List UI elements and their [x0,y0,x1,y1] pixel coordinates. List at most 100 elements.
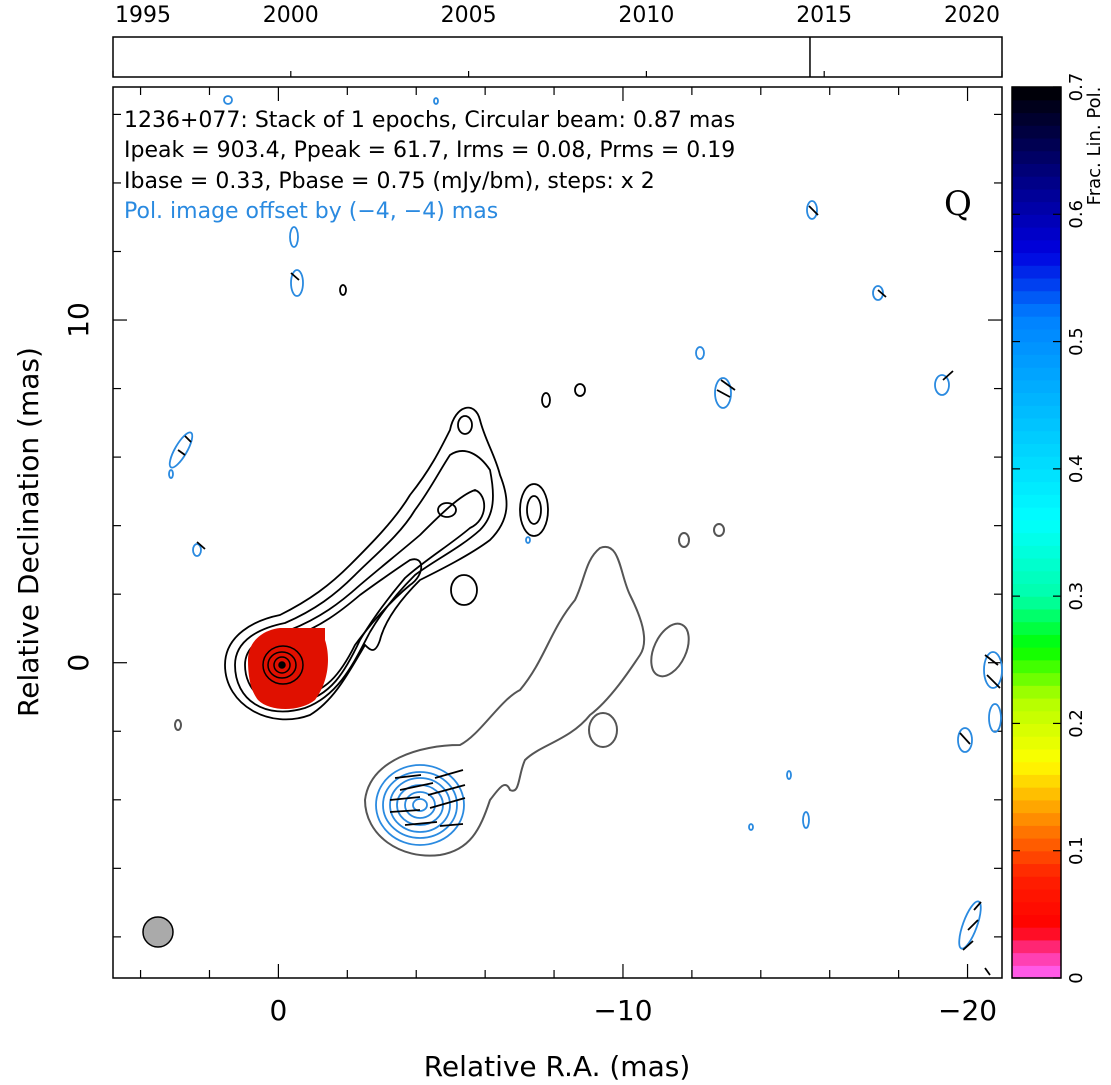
colorbar-step [1012,519,1061,534]
jet-blob-5 [339,284,347,296]
pol-blob-3 [290,269,304,297]
pol-blob-13 [957,727,973,753]
colorbar-step [1012,799,1061,814]
y-tick-label: 0 [62,654,95,672]
beam-ellipse [142,916,174,948]
colorbar-step [1012,303,1061,317]
colorbar-step [1012,112,1061,126]
colorbar-step [1012,939,1061,954]
pol-blob-10 [934,374,950,396]
colorbar-step [1012,328,1061,343]
colorbar-step [1012,277,1061,292]
timeline-box [112,36,1003,78]
info-line-2: Ipeak = 903.4, Ppeak = 61.7, Irms = 0.08… [124,138,735,163]
jet-blob-3 [541,392,551,408]
colorbar-step [1012,672,1061,686]
axis-ticks [113,87,1002,978]
pol-blob-16 [786,770,792,780]
colorbar-step [1012,379,1061,394]
colorbar-step [1012,748,1061,763]
timeline: 1995 2000 2005 2010 2015 2020 [112,3,1003,78]
colorbar-tick-label: 0.1 [1066,836,1087,865]
colorbar-step [1012,850,1061,865]
y-axis-label: Relative Declination (mas) [12,347,45,717]
pol-blob-17 [748,823,754,831]
colorbar-step [1012,188,1061,203]
jet-blob-1 [519,483,549,537]
pol-blob-12 [988,703,1002,733]
pol-contour-4 [396,784,444,826]
colorbar-step [1012,659,1061,674]
colorbar-step [1012,99,1061,114]
colorbar-step [1012,596,1061,610]
colorbar-step [1012,468,1061,483]
jet-contour-2 [234,450,494,713]
pol-blob-5 [223,95,233,105]
band-letter: Q [944,184,972,224]
colorbar-step [1012,87,1061,101]
jet-knot-contour [437,502,457,518]
colorbar-step [1012,545,1061,559]
pol-contours [168,95,1003,950]
colorbar-step [1012,214,1061,228]
colorbar-step [1012,405,1061,419]
pol-intensity-outline [363,545,646,857]
colorbar-step [1012,965,1061,979]
pol-blob-6 [714,377,732,409]
pol-blob-8 [806,200,818,220]
pol-blob-15 [958,900,982,950]
colorbar-step [1012,290,1061,304]
colorbar: 0 0.1 0.2 0.3 0.4 0.5 0.6 0.7 [1011,73,1087,984]
jet-blob-2 [450,574,478,606]
colorbar-step [1012,570,1061,585]
timeline-year-label: 2015 [796,3,852,28]
colorbar-tick-label: 0.6 [1066,200,1087,229]
colorbar-step [1012,888,1061,903]
timeline-year-label: 2005 [441,3,497,28]
colorbar-step [1012,787,1061,801]
colorbar-step [1012,341,1061,355]
offset-note: Pol. image offset by (−4, −4) mas [124,199,498,224]
pol-blob-7 [695,346,705,360]
colorbar-frame [1011,86,1062,979]
colorbar-tick-label: 0.7 [1066,73,1087,102]
pol-blob-11 [983,651,1003,689]
colorbar-step [1012,583,1061,597]
colorbar-step [1012,227,1061,241]
colorbar-step [1012,621,1061,635]
colorbar-tick-label: 0.2 [1066,709,1087,738]
pol-outline-blob-3 [678,532,690,548]
colorbar-step [1012,163,1061,177]
pol-outline-blob-5 [174,719,182,731]
colorbar-step [1012,812,1061,826]
colorbar-step [1012,239,1061,254]
colorbar-step [1012,723,1061,737]
pol-blob-20 [525,536,531,544]
info-line-1: 1236+077: Stack of 1 epochs, Circular be… [124,108,735,133]
colorbar-step [1012,774,1061,788]
colorbar-step [1012,927,1061,941]
x-tick-label: 0 [269,994,287,1027]
colorbar-step [1012,825,1061,839]
evpa-vectors [177,205,1001,976]
colorbar-step [1012,354,1061,368]
colorbar-step [1012,265,1061,279]
colorbar-tick-label: 0.3 [1066,582,1087,611]
timeline-year-label: 2010 [618,3,674,28]
pol-outline-blob-4 [713,523,725,537]
x-tick-label: −20 [938,994,997,1027]
pol-blob-1 [168,431,194,469]
colorbar-step [1012,176,1061,190]
colorbar-step [1012,507,1061,521]
pol-contour-3 [389,777,451,833]
pol-blob-18 [433,97,439,105]
x-axis-label: Relative R.A. (mas) [424,1050,691,1083]
colorbar-step [1012,417,1061,432]
jet-blob-1-inner [526,495,542,525]
colorbar-step [1012,125,1061,139]
colorbar-step [1012,150,1061,164]
colorbar-step [1012,647,1061,661]
pol-blob-2 [192,543,202,557]
colorbar-step [1012,863,1061,877]
